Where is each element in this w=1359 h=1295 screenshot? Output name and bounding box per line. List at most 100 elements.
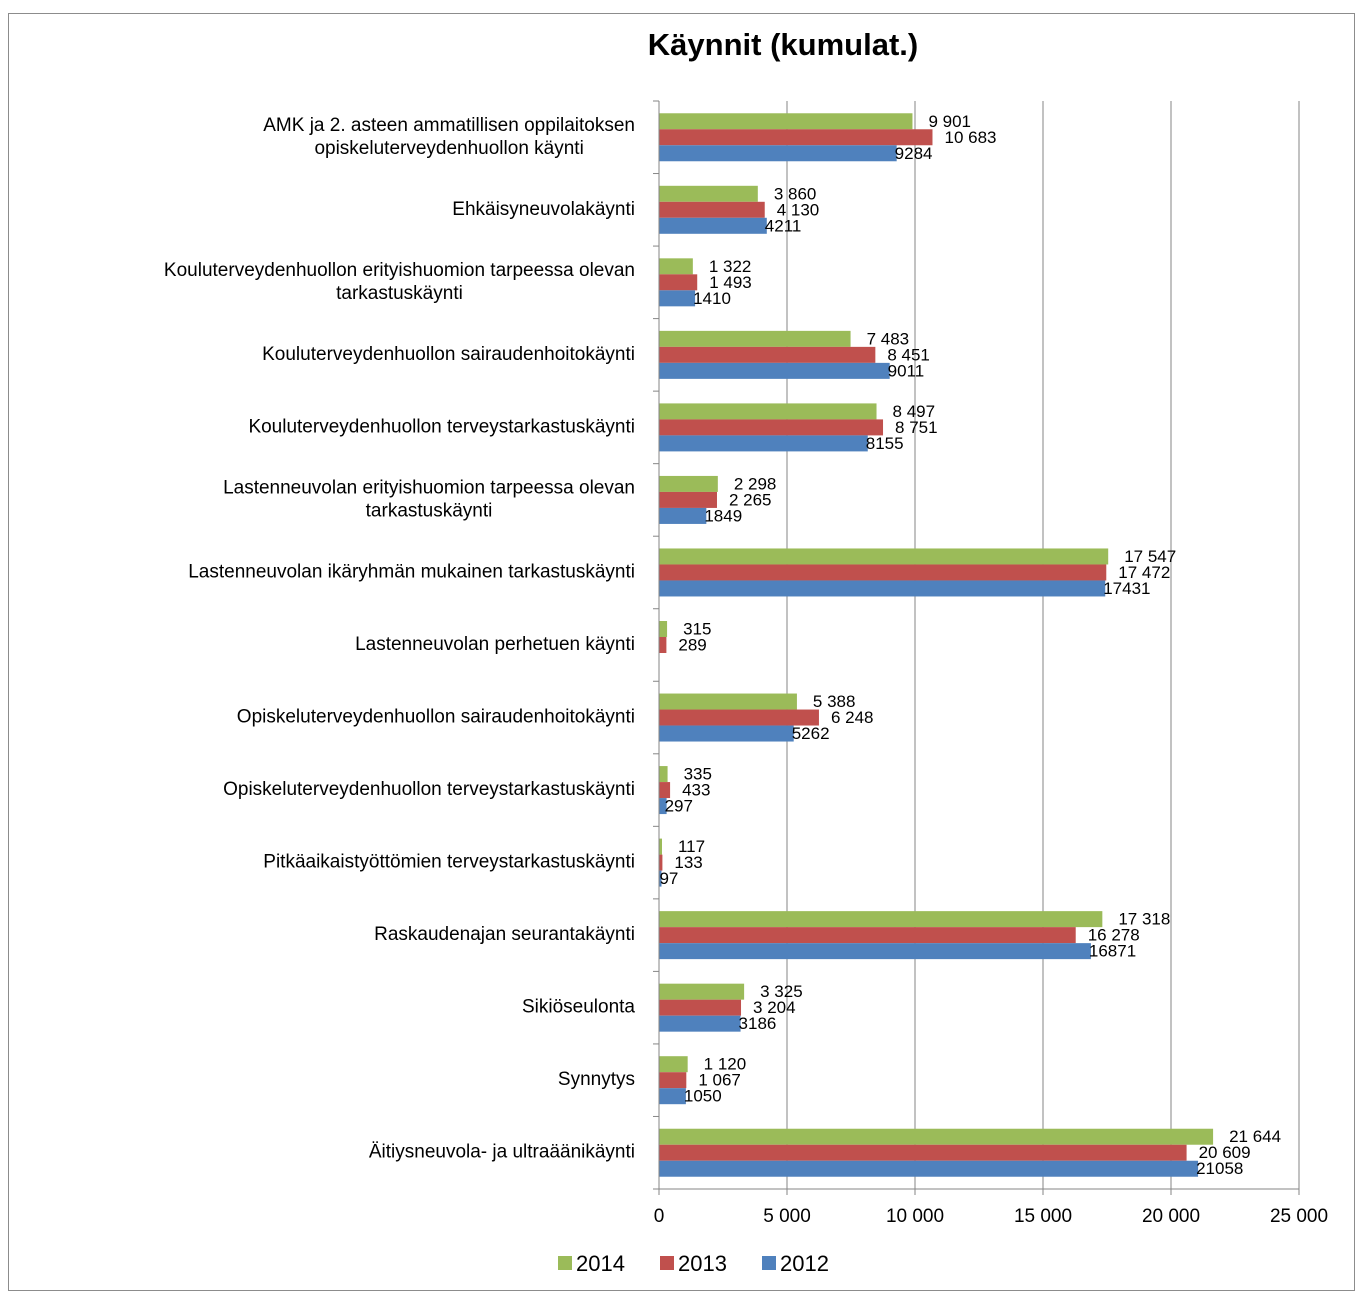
category-label: Äitiysneuvola- ja ultraäänikäynti [369,1142,635,1163]
legend-swatch-2012 [762,1256,776,1270]
bar-2012 [659,943,1091,960]
category-label: tarkastuskäynti [336,283,463,304]
data-label: 21 644 [1229,1127,1281,1146]
data-label: 335 [684,765,712,784]
x-tick-label: 20 000 [1142,1206,1200,1227]
bar-2014 [659,475,718,492]
data-label: 1050 [684,1087,722,1106]
data-label: 9011 [888,361,925,380]
bar-2012 [659,1160,1199,1177]
category-label: Lastenneuvolan ikäryhmän mukainen tarkas… [188,561,635,582]
category-label: Lastenneuvolan erityishuomion tarpeessa … [223,477,635,498]
bar-2014 [659,693,797,710]
x-tick-label: 5 000 [763,1206,811,1227]
category-label: Kouluterveydenhuollon sairaudenhoitokäyn… [262,344,635,365]
bar-2014 [659,621,668,637]
bar-2012 [659,217,767,234]
data-label: 2 265 [729,490,772,509]
data-label: 2 298 [734,474,777,493]
bar-2014 [659,330,851,347]
category-label: Opiskeluterveydenhuollon terveystarkastu… [223,779,635,800]
bar-2013 [659,201,765,218]
data-label: 10 683 [944,128,996,147]
bar-2014 [659,113,913,130]
data-label: 17 318 [1118,910,1170,929]
bar-2012 [659,145,897,162]
bars [659,113,1214,1177]
bar-2013 [659,274,698,291]
data-label: 3 860 [774,184,817,203]
data-label: 3 325 [760,982,803,1001]
category-label: tarkastuskäynti [366,500,493,521]
category-label: Synnytys [558,1069,635,1090]
data-label: 3 204 [753,998,796,1017]
category-label: Kouluterveydenhuollon terveystarkastuskä… [248,416,635,437]
data-label: 8 451 [887,345,930,364]
bar-2012 [659,362,890,379]
category-label: opiskeluterveydenhuollon käynti [314,138,583,159]
bar-2014 [659,258,693,275]
chart-title: Käynnit (kumulat.) [648,27,918,62]
data-label: 17431 [1103,579,1150,598]
gridlines [786,101,1300,1189]
x-tick-label: 0 [654,1206,665,1227]
category-label: Ehkäisyneuvolakäynti [452,199,635,220]
data-label: 117 [678,837,705,856]
data-label: 8 497 [893,402,936,421]
data-label: 16 278 [1088,926,1140,945]
bar-2013 [659,637,667,653]
data-label: 133 [674,853,702,872]
bar-2014 [659,1128,1214,1145]
category-label: Pitkäaikaistyöttömien terveystarkastuskä… [263,852,635,873]
axes: AMK ja 2. asteen ammatillisen oppilaitok… [164,100,1328,1227]
bar-2014 [659,838,662,855]
category-label: Kouluterveydenhuollon erityishuomion tar… [164,260,635,281]
data-label: 97 [659,869,678,888]
bar-2013 [659,346,876,363]
data-label: 5262 [792,724,830,743]
data-label: 1 322 [709,257,752,276]
bar-2013 [659,419,884,436]
data-label: 7 483 [867,329,910,348]
bar-2012 [659,580,1106,597]
data-label: 21058 [1196,1159,1243,1178]
data-label: 9 901 [928,112,971,131]
bar-2014 [659,185,758,202]
bar-2012 [659,1088,686,1105]
bar-2013 [659,491,717,508]
bar-2013 [659,1144,1187,1161]
bar-2012 [659,798,667,815]
data-label: 433 [682,781,710,800]
bar-2014 [659,911,1103,928]
bar-2012 [659,1015,741,1032]
data-label: 5 388 [813,692,856,711]
data-label: 315 [683,619,711,638]
bar-2014 [659,1056,688,1073]
bar-2014 [659,766,668,783]
data-label: 1410 [693,289,731,308]
bar-2014 [659,548,1109,565]
category-label: Opiskeluterveydenhuollon sairaudenhoitok… [237,707,635,728]
legend-swatch-2013 [660,1256,674,1270]
bar-2012 [659,725,794,742]
data-label: 4211 [765,216,802,235]
data-label: 297 [665,797,693,816]
bar-2013 [659,999,742,1016]
data-label: 8 751 [895,418,938,437]
data-label: 6 248 [831,708,874,727]
data-label: 1 120 [704,1055,747,1074]
data-label: 9284 [895,144,933,163]
data-label: 1 493 [709,273,752,292]
data-label: 20 609 [1199,1143,1251,1162]
legend-label: 2012 [780,1251,829,1276]
legend-swatch-2014 [558,1256,572,1270]
category-label: AMK ja 2. asteen ammatillisen oppilaitok… [263,115,635,136]
bar-2012 [659,507,707,524]
bar-2014 [659,403,877,420]
bar-2013 [659,129,933,146]
category-label: Lastenneuvolan perhetuen käynti [355,634,635,655]
bar-2012 [659,870,662,887]
bar-2013 [659,927,1076,944]
